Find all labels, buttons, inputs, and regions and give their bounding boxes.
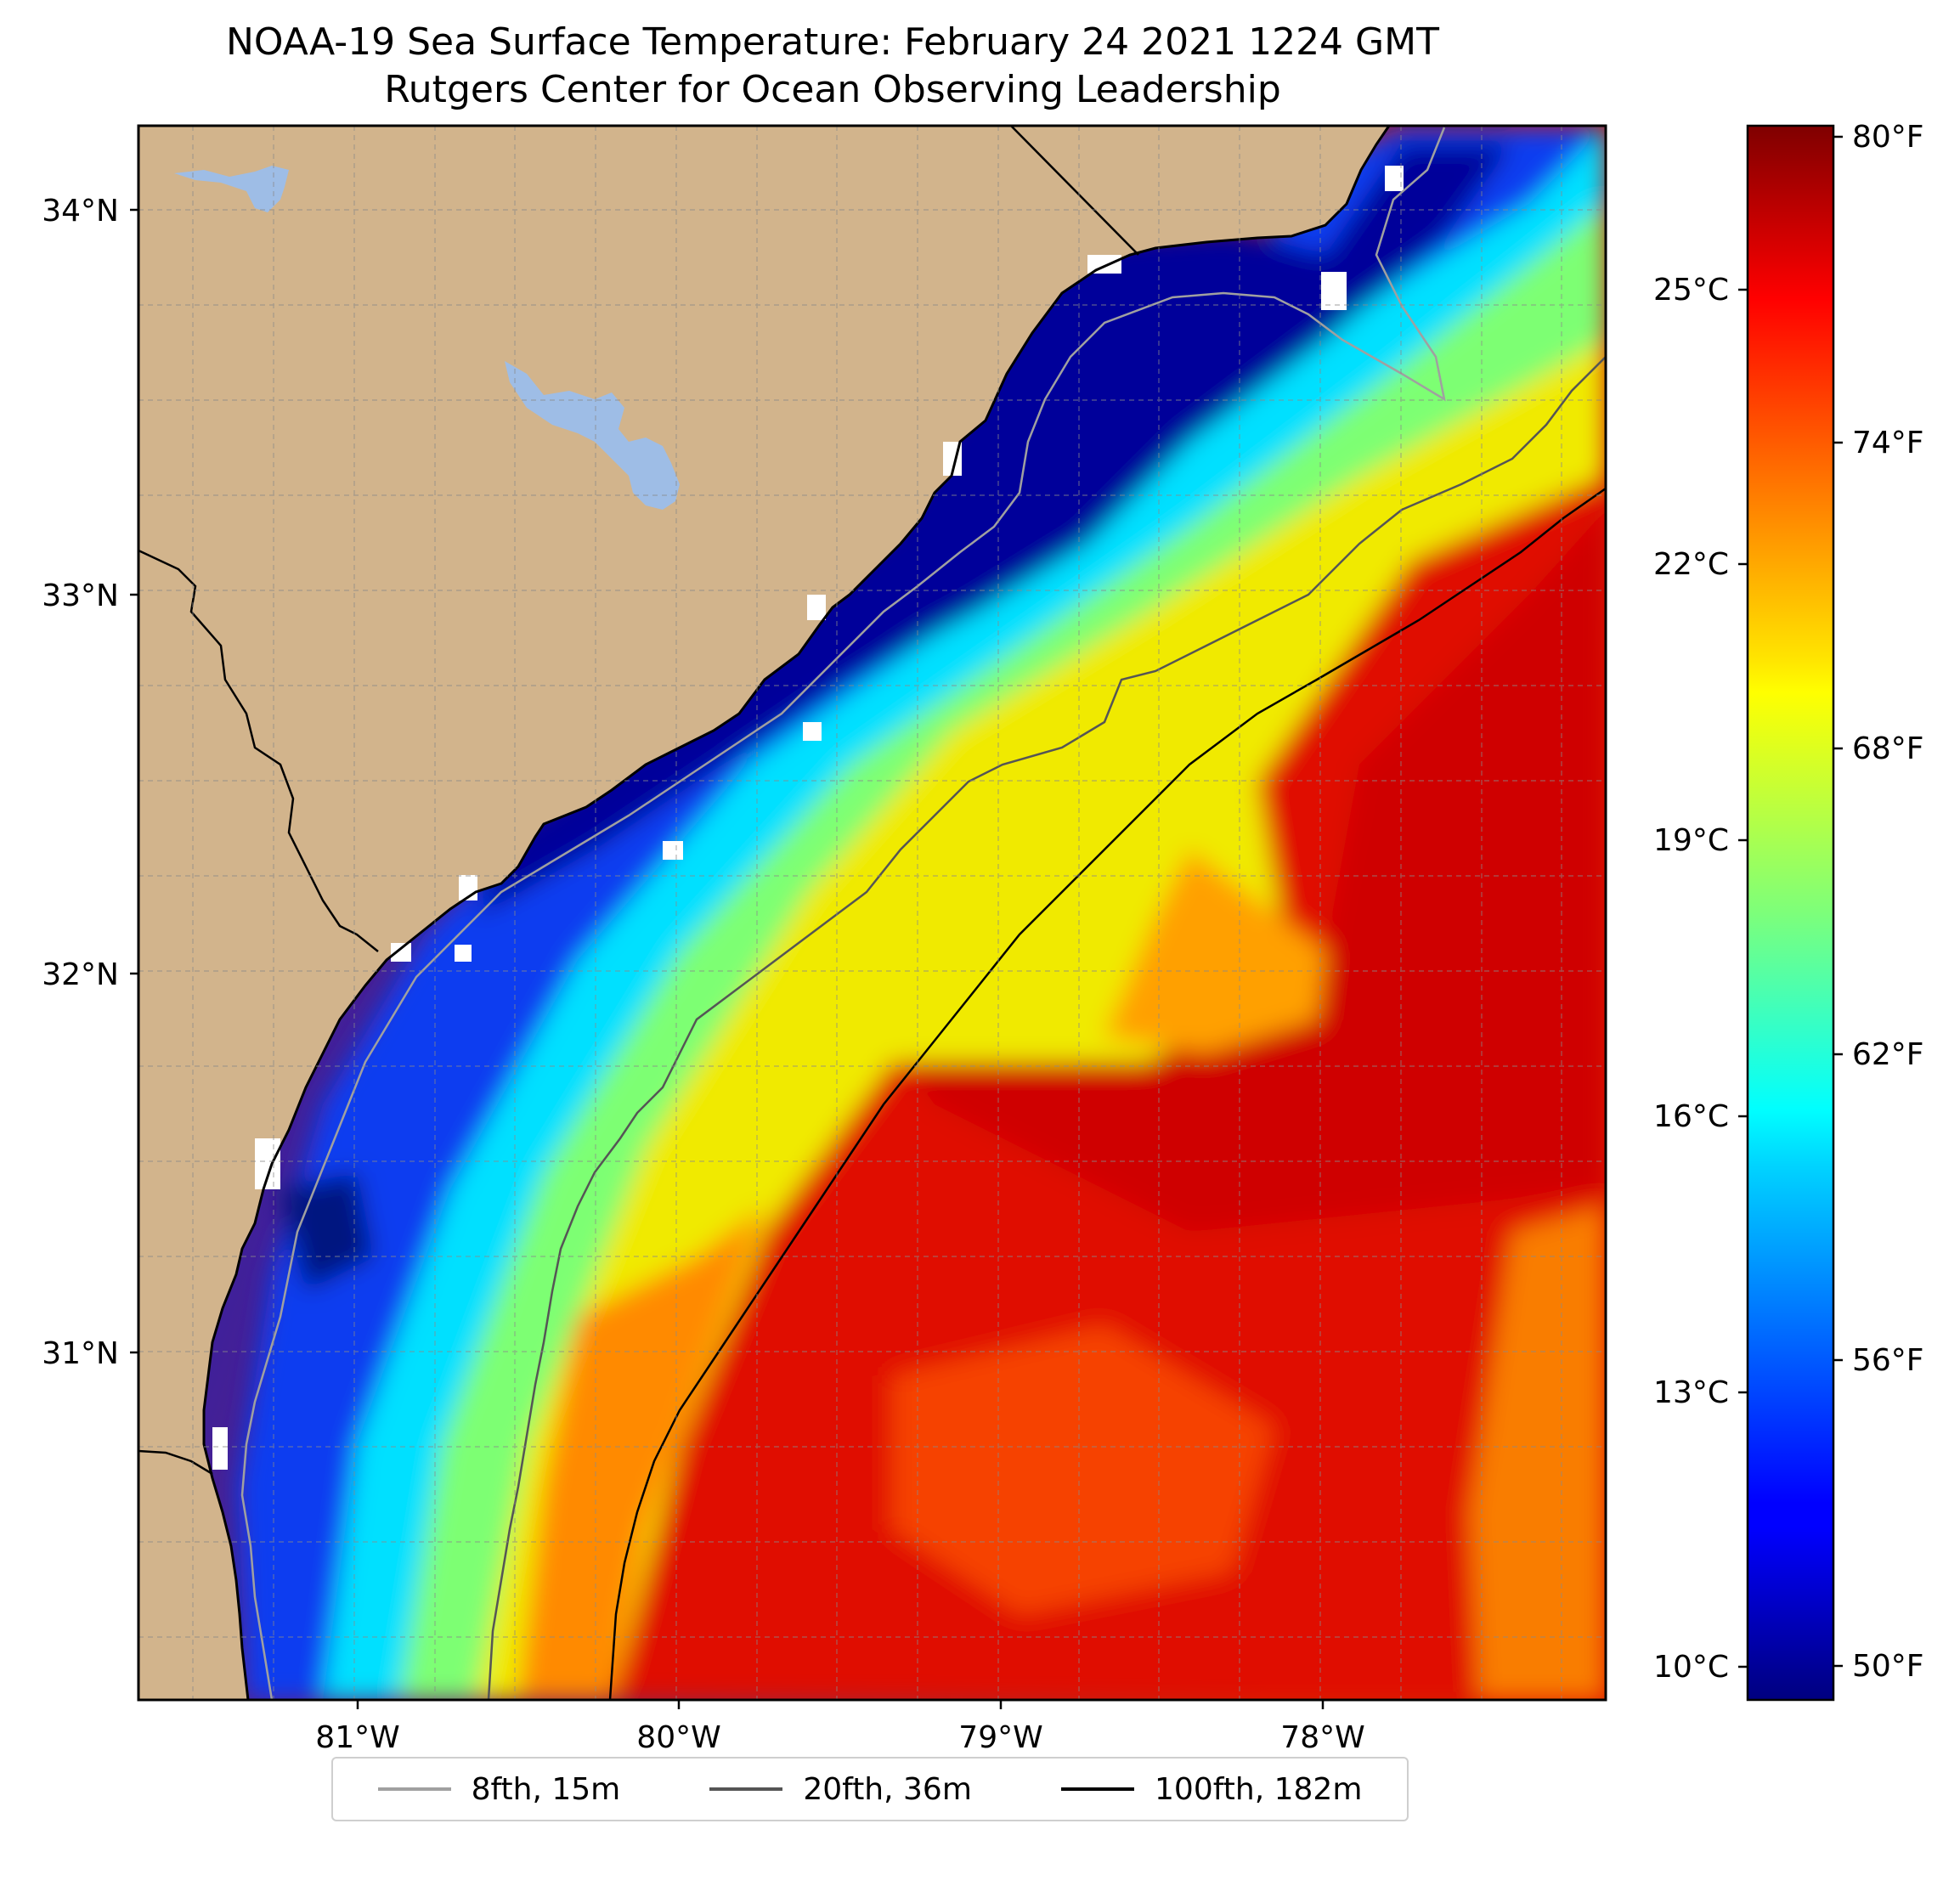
- state-border-nc-sc: [1010, 126, 1139, 256]
- coastline: [202, 126, 1391, 1700]
- map-frame: [137, 124, 1607, 1702]
- colorbar-label-f-62: 62°F: [1852, 1037, 1924, 1072]
- gridlines: [138, 126, 1606, 1700]
- axis-ticks: [130, 208, 1325, 1709]
- longitude-labels: 81°W 80°W 79°W 78°W: [315, 1720, 1364, 1755]
- lon-label-78w: 78°W: [1280, 1720, 1364, 1755]
- sst-zone-orange-eddy: [1470, 1206, 1606, 1700]
- sst-zone-dark-blue: [476, 144, 1512, 917]
- lat-label-33n: 33°N: [42, 579, 119, 613]
- colorbar-label-c-10: 10°C: [1653, 1650, 1729, 1685]
- sst-zone-cyan: [323, 127, 1606, 1700]
- no-data-pixels: [212, 166, 1404, 1470]
- legend-label-100fth: 100fth, 182m: [1155, 1771, 1363, 1807]
- isobath-8fth: [240, 127, 1446, 1700]
- colorbar-label-f-74: 74°F: [1852, 426, 1924, 460]
- latitude-labels: 34°N 33°N 32°N 31°N: [42, 194, 119, 1371]
- lon-label-79w: 79°W: [958, 1720, 1042, 1755]
- legend-line-20fth: [709, 1787, 783, 1791]
- isobath-20fth: [487, 356, 1606, 1700]
- inland-lake-north: [174, 166, 289, 212]
- isobath-100fth: [608, 487, 1606, 1700]
- lat-label-34n: 34°N: [42, 194, 119, 229]
- title-line-1: NOAA-19 Sea Surface Temperature: Februar…: [226, 20, 1439, 64]
- state-border-sc-ga: [138, 549, 379, 952]
- colorbar-label-c-19: 19°C: [1653, 823, 1729, 858]
- sst-zone-orange-front: [1104, 850, 1325, 1053]
- colorbar-label-f-68: 68°F: [1852, 731, 1924, 766]
- colorbar-label-c-22: 22°C: [1653, 547, 1729, 582]
- sst-zone-green: [399, 187, 1606, 1700]
- colorbar-label-f-80: 80°F: [1852, 120, 1924, 155]
- map-area: [138, 126, 1606, 1700]
- sst-field: [238, 127, 1606, 1700]
- legend-label-20fth: 20fth, 36m: [803, 1771, 972, 1807]
- colorbar-label-c-25: 25°C: [1653, 273, 1729, 308]
- title-line-2: Rutgers Center for Ocean Observing Leade…: [384, 68, 1281, 111]
- sst-zone-cold-pocket: [280, 1172, 374, 1291]
- legend-line-100fth: [1061, 1787, 1135, 1791]
- colorbar-label-c-16: 16°C: [1653, 1099, 1729, 1134]
- sst-zone-blue: [238, 127, 1606, 1700]
- land-mass: [138, 126, 1389, 1700]
- colorbar-label-f-56: 56°F: [1852, 1343, 1924, 1378]
- lake-moultrie: [505, 361, 680, 510]
- legend-line-8fth: [377, 1787, 451, 1791]
- colorbar-gradient: [1746, 124, 1835, 1702]
- colorbar: 25°C 22°C 19°C 16°C 13°C 10°C 80°F 74°F …: [1653, 120, 1924, 1702]
- legend-item-8fth: 8fth, 15m: [377, 1771, 621, 1807]
- state-border-ga-fl: [138, 1449, 213, 1476]
- colorbar-label-f-50: 50°F: [1852, 1649, 1924, 1684]
- lat-label-31n: 31°N: [42, 1336, 119, 1371]
- legend-label-8fth: 8fth, 15m: [471, 1771, 621, 1807]
- lat-label-32n: 32°N: [42, 957, 119, 992]
- lon-label-81w: 81°W: [315, 1720, 399, 1755]
- sst-zone-yellow: [476, 340, 1606, 1700]
- isobath-legend: 8fth, 15m 20fth, 36m 100fth, 182m: [331, 1757, 1409, 1821]
- legend-item-20fth: 20fth, 36m: [709, 1772, 972, 1807]
- lon-label-80w: 80°W: [636, 1720, 720, 1755]
- sst-zone-orange-south: [518, 1206, 765, 1700]
- legend-item-100fth: 100fth, 182m: [1061, 1772, 1362, 1807]
- chart-title: NOAA-19 Sea Surface Temperature: Februar…: [0, 19, 1665, 114]
- colorbar-label-c-13: 13°C: [1653, 1375, 1729, 1410]
